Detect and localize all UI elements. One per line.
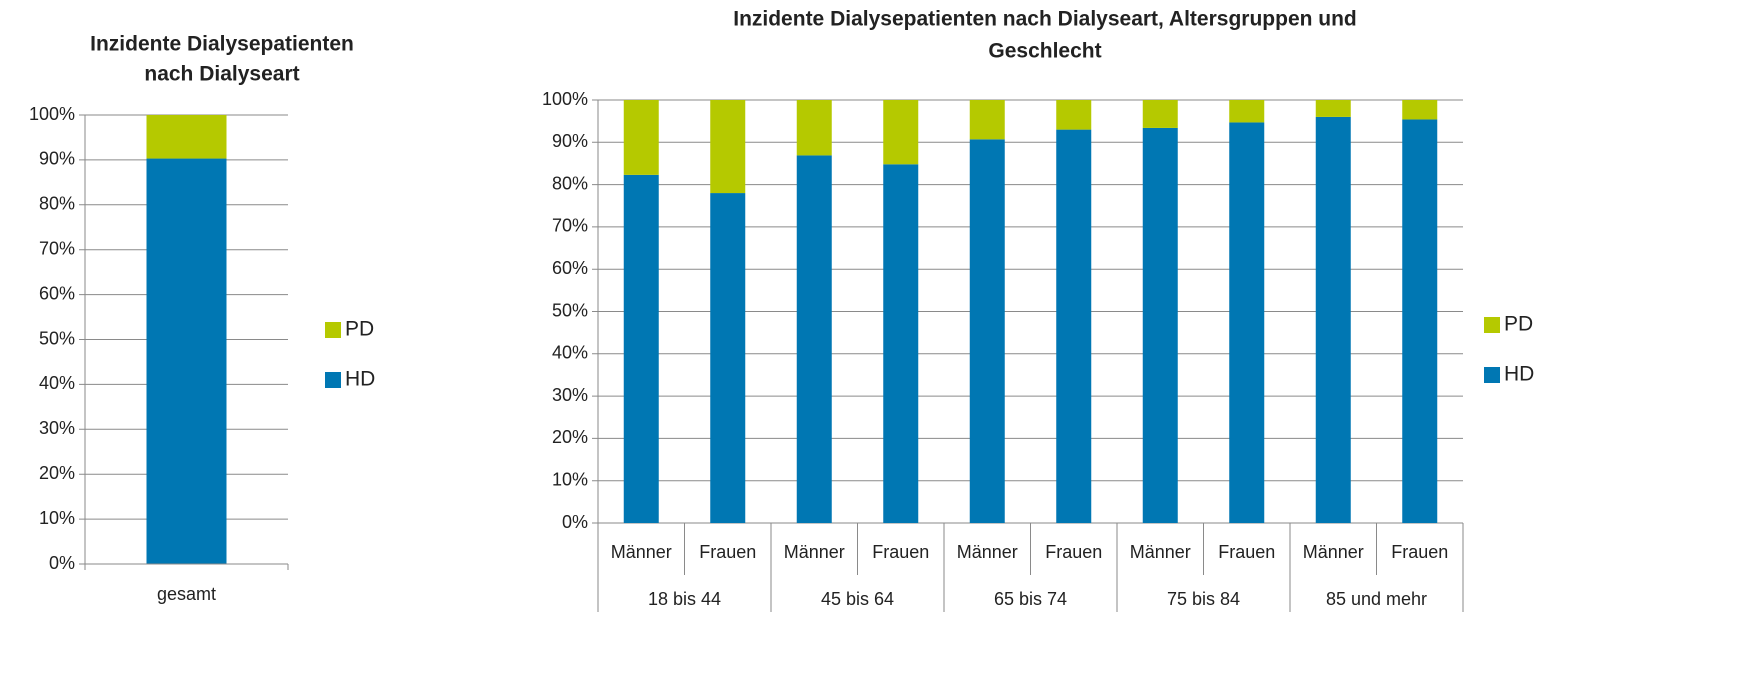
bar: [623, 100, 659, 175]
y-tick-label: 20%: [552, 427, 588, 447]
chart-title: Geschlecht: [988, 40, 1101, 63]
bar: [1229, 100, 1265, 123]
x-tick-label: Männer: [1303, 542, 1364, 562]
bar: [1402, 100, 1438, 120]
bar: [623, 174, 659, 523]
x-tick-label: Männer: [957, 542, 1018, 562]
y-tick-label: 100%: [542, 89, 588, 109]
y-tick-label: 40%: [552, 343, 588, 363]
bar: [146, 158, 227, 565]
legend-swatch: [325, 372, 341, 388]
bar: [1315, 100, 1351, 117]
y-tick-label: 90%: [39, 149, 75, 169]
y-tick-label: 100%: [29, 104, 75, 124]
bar: [1229, 122, 1265, 523]
legend-label: PD: [1504, 313, 1533, 336]
legend-swatch: [1484, 317, 1500, 333]
x-tick-label: Frauen: [1218, 542, 1275, 562]
x-tick-label: Frauen: [872, 542, 929, 562]
bar: [1142, 127, 1178, 523]
bar: [796, 155, 832, 523]
group-label: 65 bis 74: [994, 589, 1067, 609]
bar: [710, 193, 746, 523]
group-label: 85 und mehr: [1326, 589, 1427, 609]
chart-title: Inzidente Dialysepatienten nach Dialysea…: [733, 8, 1357, 31]
bar: [1315, 116, 1351, 524]
chart-title: Inzidente Dialysepatienten: [90, 33, 354, 56]
bar: [710, 100, 746, 194]
y-tick-label: 60%: [39, 283, 75, 303]
x-tick-label: Frauen: [1391, 542, 1448, 562]
bar: [796, 100, 832, 156]
bar: [883, 164, 919, 523]
y-tick-label: 80%: [39, 194, 75, 214]
group-label: 45 bis 64: [821, 589, 894, 609]
group-label: 18 bis 44: [648, 589, 721, 609]
x-tick-label: gesamt: [157, 584, 216, 604]
y-tick-label: 0%: [49, 553, 75, 573]
y-tick-label: 10%: [552, 469, 588, 489]
y-tick-label: 0%: [562, 512, 588, 532]
y-tick-label: 90%: [552, 131, 588, 151]
legend-label: HD: [1504, 363, 1534, 386]
bar: [1402, 119, 1438, 523]
legend-swatch: [1484, 367, 1500, 383]
x-tick-label: Männer: [784, 542, 845, 562]
bar: [969, 100, 1005, 140]
y-tick-label: 40%: [39, 373, 75, 393]
y-tick-label: 70%: [552, 216, 588, 236]
y-tick-label: 20%: [39, 463, 75, 483]
x-tick-label: Männer: [611, 542, 672, 562]
y-tick-label: 60%: [552, 258, 588, 278]
y-tick-label: 30%: [39, 418, 75, 438]
x-tick-label: Frauen: [699, 542, 756, 562]
y-tick-label: 80%: [552, 173, 588, 193]
x-tick-label: Männer: [1130, 542, 1191, 562]
legend-swatch: [325, 322, 341, 338]
x-tick-label: Frauen: [1045, 542, 1102, 562]
legend-label: PD: [345, 318, 374, 341]
bar: [969, 139, 1005, 524]
bar: [883, 100, 919, 165]
y-tick-label: 50%: [39, 328, 75, 348]
bar: [146, 115, 227, 159]
group-label: 75 bis 84: [1167, 589, 1240, 609]
bar: [1056, 129, 1092, 524]
y-tick-label: 10%: [39, 508, 75, 528]
bar: [1056, 100, 1092, 130]
chart-title: nach Dialyseart: [144, 63, 299, 86]
y-tick-label: 70%: [39, 238, 75, 258]
bar: [1142, 100, 1178, 128]
y-tick-label: 30%: [552, 385, 588, 405]
y-tick-label: 50%: [552, 300, 588, 320]
legend-label: HD: [345, 368, 375, 391]
